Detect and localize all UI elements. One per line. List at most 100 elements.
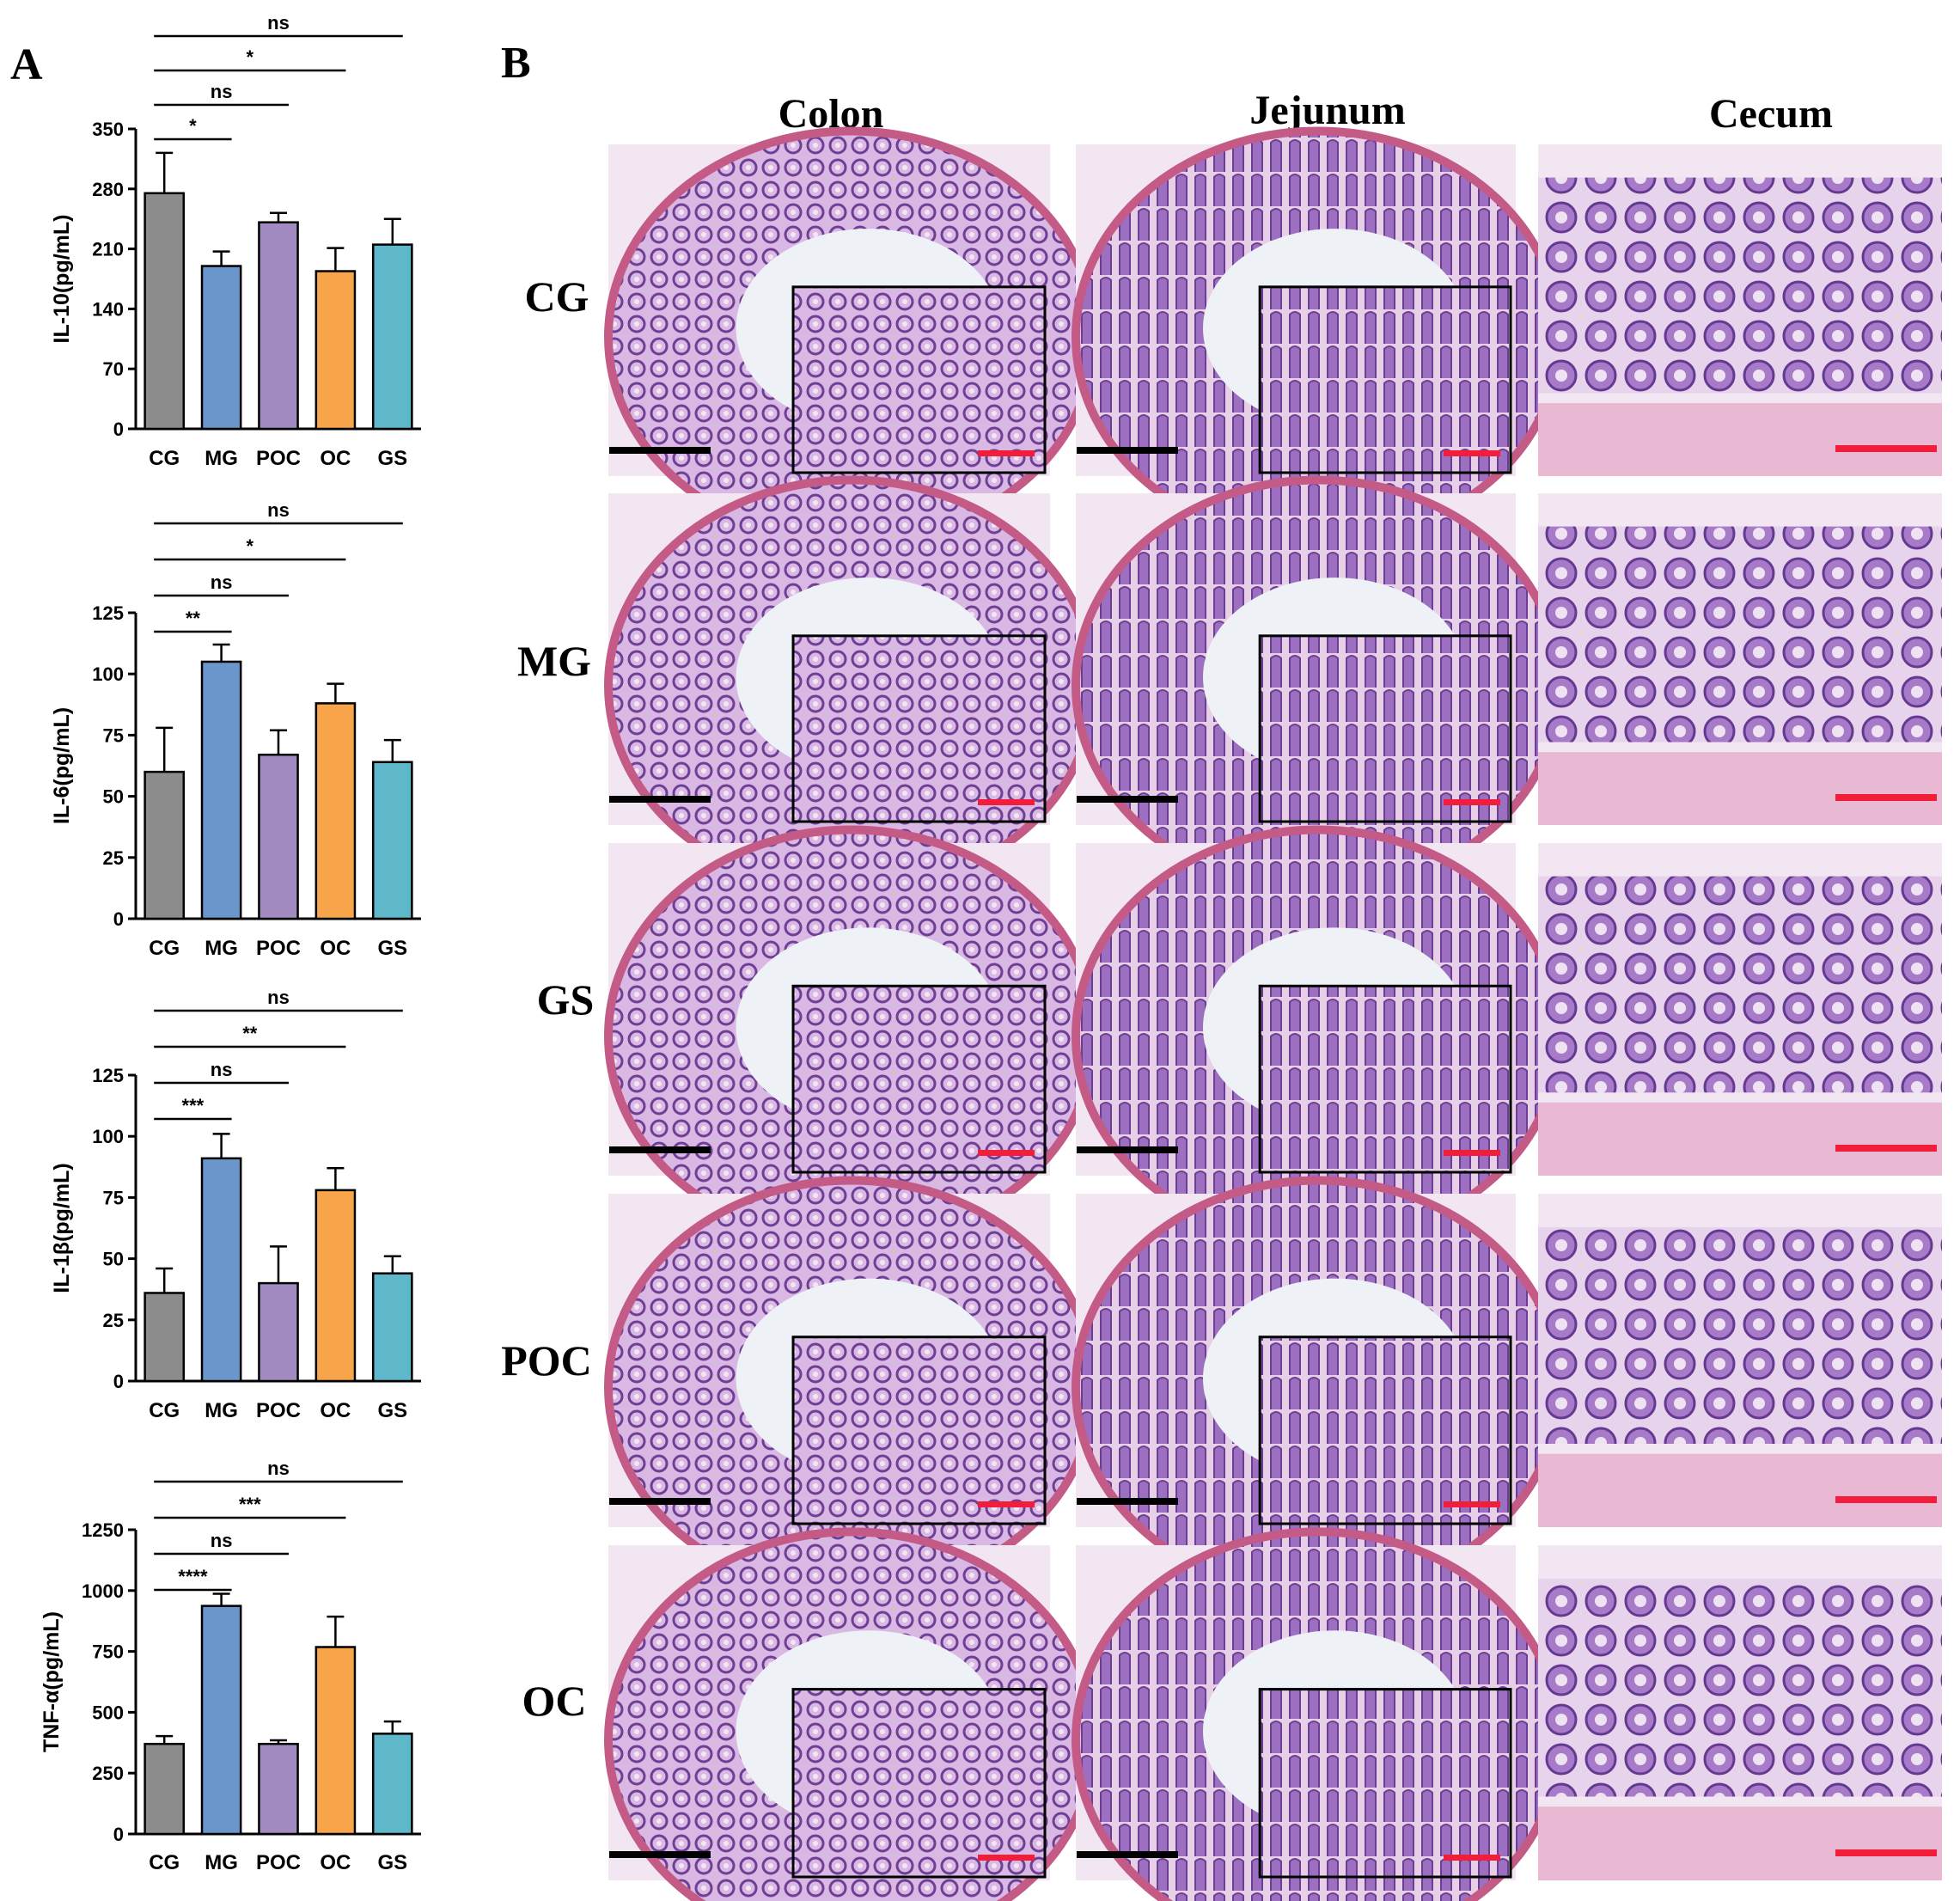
y-tick-label: 125 [92,1065,124,1086]
bar-mg [200,660,242,920]
significance-label: * [247,46,254,68]
significance-label: ns [211,81,233,102]
bar-cg [143,192,186,431]
inset-magnified [1258,634,1512,823]
micrograph-jejunum-oc [1072,1527,1565,1901]
scale-bar-black [609,796,711,803]
inset-magnified [791,285,1047,474]
x-category-label: POC [256,937,301,960]
y-tick-label: 350 [92,119,124,140]
micrograph-cecum-mg [1538,493,1942,825]
micrograph-colon-cg [604,126,1099,547]
y-tick-label: 0 [113,908,124,930]
y-tick-label: 1250 [82,1519,124,1541]
bar-cg [143,1742,186,1836]
bar-oc [314,1189,357,1383]
micrograph-jejunum-gs [1072,825,1565,1247]
x-category-label: GS [377,1399,407,1422]
scale-bar-red [978,1150,1035,1156]
tissue-glands [1538,177,1942,394]
inset-magnified [1258,1336,1512,1525]
micrograph-cecum-cg [1538,144,1942,476]
y-tick-label: 75 [103,1187,124,1208]
x-category-label: CG [149,447,180,470]
y-tick-label: 70 [103,358,124,380]
il6-bar-chart: 0 25 50 75 100 125 IL-6(pg/mL) CG MG POC OC GS ** ns *… [50,499,421,960]
significance-label: ns [267,12,290,34]
bar-poc [258,221,299,431]
bar-gs [371,761,413,920]
scale-bar-red [978,1855,1035,1861]
il1b-bar-chart: 0 25 50 75 100 125 IL-1β(pg/mL) CG MG POC OC GS *** n… [50,987,421,1422]
y-axis-label: IL-1β(pg/mL) [50,1163,74,1293]
inset-magnified [791,1688,1047,1879]
bar-oc [314,702,357,920]
micrograph-colon-gs [604,825,1099,1247]
tissue-glands [1538,1579,1942,1797]
x-category-label: MG [205,1851,238,1874]
il10-bar-chart: 0 70 140 210 280 350 IL-10(pg/mL) CG MG POC OC GS * n… [50,12,421,470]
y-tick-label: 0 [113,1824,124,1845]
x-category-label: POC [256,1399,301,1422]
scale-bar-black [609,447,711,454]
micrograph-colon-oc [604,1527,1099,1901]
micrograph-jejunum-poc [1072,1176,1565,1598]
bar-cg [143,1292,186,1383]
bar-poc [258,753,299,920]
tnfa-bar-chart: 0 250 500 750 1000 1250 TNF-α(pg/mL) CG MG POC OC G… [40,1458,421,1874]
y-tick-label: 1000 [82,1580,124,1602]
x-category-label: POC [256,447,301,470]
inset-magnified [1258,984,1512,1174]
muscle-layer [1538,1453,1942,1527]
bar-mg [200,265,242,431]
column-header-cecum: Cecum [1709,91,1833,137]
significance-label: ns [267,1458,290,1479]
scale-bar-black [1077,1498,1178,1505]
x-category-label: MG [205,1399,238,1422]
scale-bar-red [978,1501,1035,1507]
x-category-label: OC [320,1851,351,1874]
tissue-glands [1538,1226,1942,1444]
bar-cg [143,770,186,920]
scale-bar-black [609,1498,711,1505]
panel-label-a: A [10,40,43,89]
x-category-label: MG [205,447,238,470]
y-tick-label: 500 [92,1702,124,1723]
y-tick-label: 75 [103,724,124,746]
row-label-cg: CG [525,272,589,321]
scale-bar-red [978,799,1035,805]
scale-bar-red [1835,794,1937,801]
x-category-label: GS [377,447,407,470]
y-tick-label: 100 [92,1126,124,1147]
scale-bar-red [1835,1496,1937,1503]
tissue-glands [1538,876,1942,1093]
micrograph-colon-mg [604,475,1099,896]
y-tick-label: 210 [92,239,124,260]
scale-bar-black [1077,1851,1178,1858]
scale-bar-red [1444,799,1500,805]
scale-bar-black [1077,447,1178,454]
y-tick-label: 280 [92,179,124,200]
significance-label: ns [211,572,233,593]
muscle-layer [1538,403,1942,476]
x-category-label: GS [377,937,407,960]
row-label-poc: POC [501,1336,592,1384]
bar-gs [371,1272,413,1383]
scale-bar-black [1077,1146,1178,1153]
scale-bar-red [1444,1855,1500,1861]
significance-label: ns [211,1059,233,1080]
inset-magnified [791,984,1047,1174]
significance-label: *** [182,1095,205,1116]
y-tick-label: 140 [92,298,124,320]
histology-grid [604,126,1942,1901]
scale-bar-red [1835,1849,1937,1856]
inset-magnified [1258,1688,1512,1879]
inset-magnified [791,634,1047,823]
bar-mg [200,1157,242,1383]
column-header-jejunum: Jejunum [1249,88,1405,133]
significance-label: ns [267,499,290,521]
micrograph-cecum-oc [1538,1545,1942,1880]
significance-label: ** [242,1023,258,1044]
y-tick-label: 0 [113,419,124,440]
y-tick-label: 125 [92,602,124,624]
